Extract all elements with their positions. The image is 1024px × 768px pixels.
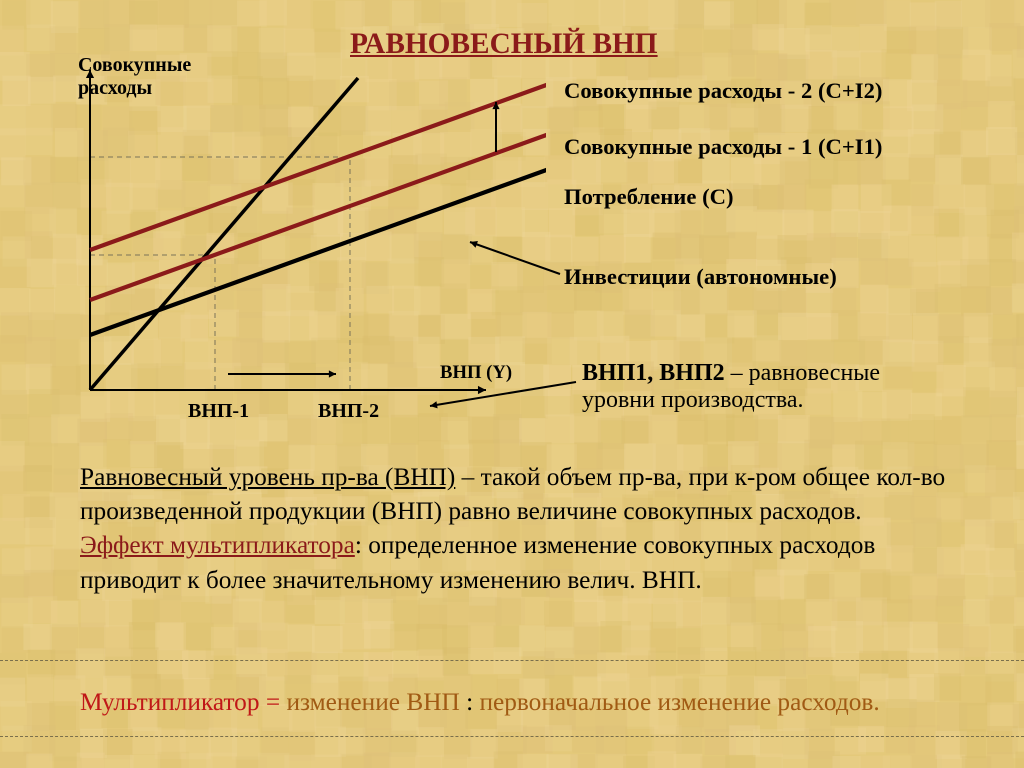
mult-def-lead: Эффект мультипликатора [80,531,355,559]
legend-ae1: Совокупные расходы - 1 (C+I1) [564,134,882,160]
equilibrium-chart [70,60,546,410]
multiplier-formula: Мультипликатор = изменение ВНП : первона… [80,688,880,717]
legend-inv: Инвестиции (автономные) [564,264,837,290]
tick-label-vnp2: ВНП-2 [318,400,379,423]
separator-1 [0,660,1024,661]
legend-ae2: Совокупные расходы - 2 (C+I2) [564,78,882,104]
y-axis-label: Совокупные расходы [78,54,191,100]
tick-label-vnp1: ВНП-1 [188,400,249,423]
page-title: РАВНОВЕСНЫЙ ВНП [350,28,658,61]
eq-def-lead: Равновесный уровень пр-ва (ВНП) [80,463,455,491]
equilibrium-definition: Равновесный уровень пр-ва (ВНП) – такой … [80,460,960,597]
legend-eq-levels: ВНП1, ВНП2 – равновесные уровни производ… [582,360,880,414]
separator-2 [0,736,1024,737]
x-axis-label: ВНП (Y) [440,362,512,384]
legend-cons: Потребление (C) [564,184,734,210]
